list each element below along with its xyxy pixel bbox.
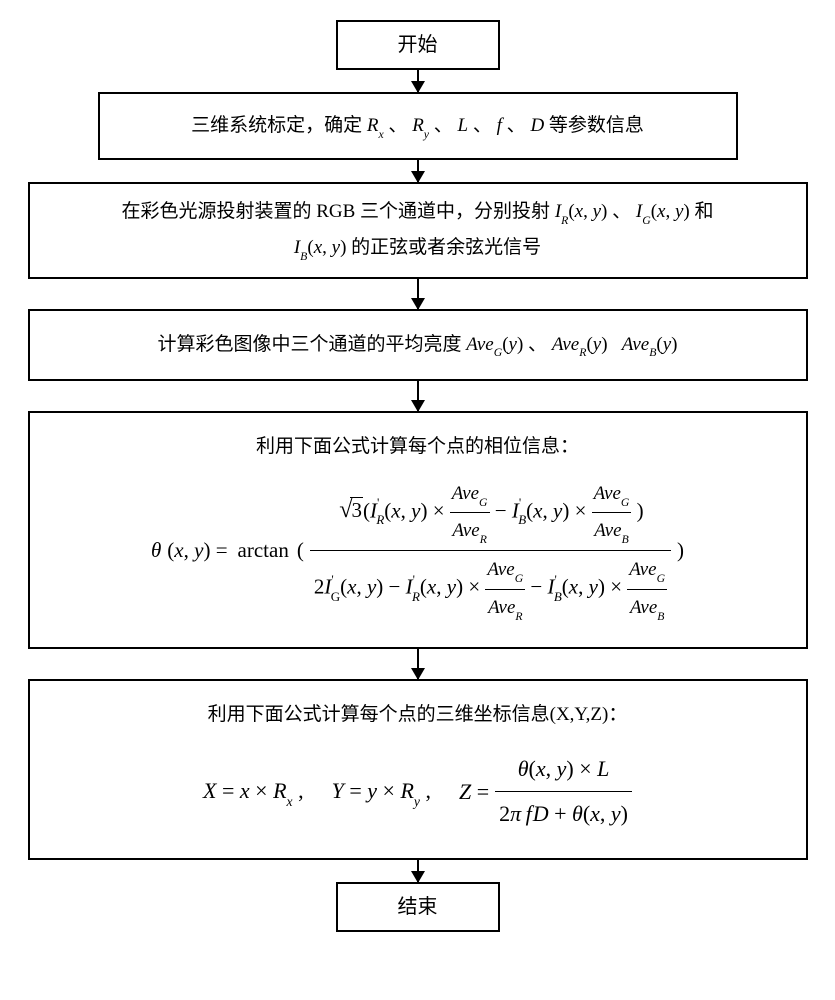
param-D: D xyxy=(530,115,544,136)
step4-phase-formula: 利用下面公式计算每个点的相位信息： θ(x, y) = arctan( 3(I'… xyxy=(28,411,808,649)
end-node: 结束 xyxy=(336,882,500,932)
avg-B: AveB xyxy=(622,334,657,355)
param-Ry: Ry xyxy=(412,115,429,136)
step3-average-brightness: 计算彩色图像中三个通道的平均亮度 AveG(y) 、 AveR(y) AveB(… xyxy=(28,309,808,381)
step2-line1-prefix: 在彩色光源投射装置的 RGB 三个通道中，分别投射 xyxy=(121,201,550,222)
Y-formula: Y = y × Ry , xyxy=(332,770,431,812)
sig-IR: IR xyxy=(555,201,569,222)
arrow xyxy=(417,381,419,411)
flowchart: 开始 三维系统标定，确定 Rx 、 Ry 、 L 、 f 、 D 等参数信息 在… xyxy=(25,20,810,932)
arrow xyxy=(417,160,419,182)
sep: 、 xyxy=(507,115,526,136)
param-Rx: Rx xyxy=(367,115,384,136)
arrow xyxy=(417,860,419,882)
sep: 、 xyxy=(473,115,492,136)
phase-formula: θ(x, y) = arctan( 3(I'R(x, y) × AveGAveR… xyxy=(42,475,794,627)
step5-xyz-formula: 利用下面公式计算每个点的三维坐标信息(X,Y,Z)： X = x × Rx , … xyxy=(28,679,808,860)
step1-prefix: 三维系统标定，确定 xyxy=(191,115,362,136)
sep: 、 xyxy=(434,115,453,136)
avg-G: AveG xyxy=(466,334,502,355)
arrow xyxy=(417,649,419,679)
main-fraction: 3(I'R(x, y) × AveGAveR − I'B(x, y) × Ave… xyxy=(310,475,671,627)
step2-line2-suffix: 的正弦或者余弦光信号 xyxy=(351,237,541,258)
step1-calibration: 三维系统标定，确定 Rx 、 Ry 、 L 、 f 、 D 等参数信息 xyxy=(98,92,738,160)
Z-formula: Z = θ(x, y) × L 2π fD + θ(x, y) xyxy=(459,747,632,836)
param-f: f xyxy=(497,115,502,136)
avg-R: AveR xyxy=(552,334,587,355)
arrow xyxy=(417,279,419,309)
sep: 、 xyxy=(388,115,407,136)
step1-suffix: 等参数信息 xyxy=(549,115,644,136)
X-formula: X = x × Rx , xyxy=(203,770,304,812)
step2-line1-suffix: 和 xyxy=(694,201,713,222)
xyz-formulas: X = x × Rx , Y = y × Ry , Z = θ(x, y) × … xyxy=(48,747,788,836)
sep: 、 xyxy=(612,201,631,222)
sep: 、 xyxy=(528,334,547,355)
start-node: 开始 xyxy=(336,20,500,70)
step3-prefix: 计算彩色图像中三个通道的平均亮度 xyxy=(158,334,462,355)
sig-IG: IG xyxy=(636,201,651,222)
step2-rgb-projection: 在彩色光源投射装置的 RGB 三个通道中，分别投射 IR(x, y) 、 IG(… xyxy=(28,182,808,278)
step4-title: 利用下面公式计算每个点的相位信息： xyxy=(42,429,794,465)
step5-title: 利用下面公式计算每个点的三维坐标信息(X,Y,Z)： xyxy=(208,704,628,725)
sig-IB: IB xyxy=(294,237,308,258)
param-L: L xyxy=(458,115,469,136)
arrow xyxy=(417,70,419,92)
